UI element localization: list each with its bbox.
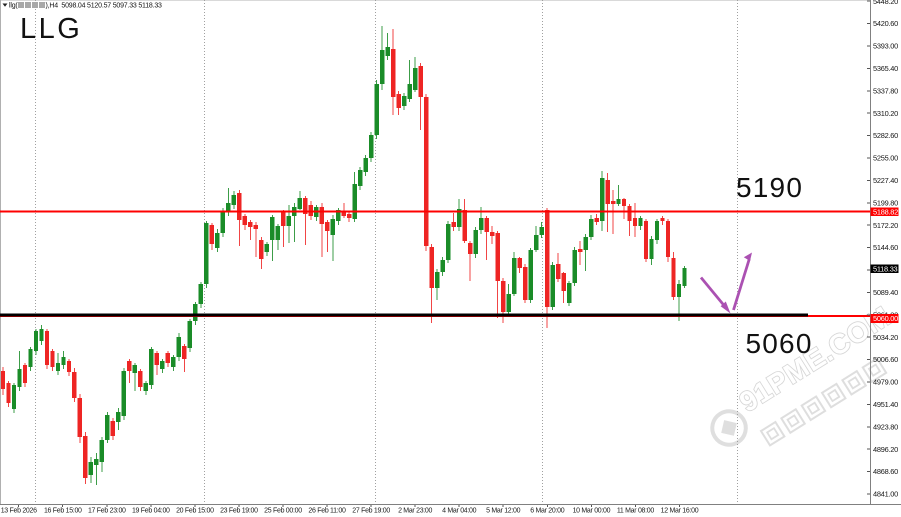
svg-text:5034.20: 5034.20: [873, 333, 898, 342]
svg-text:5089.40: 5089.40: [873, 288, 898, 297]
svg-text:5393.00: 5393.00: [873, 42, 898, 51]
svg-text:5006.60: 5006.60: [873, 355, 898, 364]
svg-text:4951.40: 4951.40: [873, 400, 898, 409]
svg-text:26 Feb 11:00: 26 Feb 11:00: [308, 507, 346, 514]
svg-text:19 Feb 04:00: 19 Feb 04:00: [132, 507, 170, 514]
svg-text:27 Feb 19:00: 27 Feb 19:00: [352, 507, 390, 514]
svg-text:5188.82: 5188.82: [873, 207, 898, 216]
svg-text:4923.80: 4923.80: [873, 422, 898, 431]
svg-text:5255.00: 5255.00: [873, 154, 898, 163]
svg-text:6 Mar 20:00: 6 Mar 20:00: [530, 507, 564, 514]
svg-text:4896.20: 4896.20: [873, 445, 898, 454]
svg-text:5337.80: 5337.80: [873, 86, 898, 95]
svg-text:2 Mar 23:00: 2 Mar 23:00: [398, 507, 432, 514]
svg-text:5 Mar 12:00: 5 Mar 12:00: [486, 507, 520, 514]
svg-text:16 Feb 15:00: 16 Feb 15:00: [44, 507, 82, 514]
svg-text:12 Mar 16:00: 12 Mar 16:00: [661, 507, 699, 514]
svg-text:11 Mar 08:00: 11 Mar 08:00: [617, 507, 655, 514]
svg-text:5199.80: 5199.80: [873, 198, 898, 207]
svg-text:5172.20: 5172.20: [873, 221, 898, 230]
svg-text:5227.40: 5227.40: [873, 176, 898, 185]
svg-text:17 Feb 23:00: 17 Feb 23:00: [88, 507, 126, 514]
svg-text:5448.20: 5448.20: [873, 0, 898, 6]
svg-text:25 Feb 00:00: 25 Feb 00:00: [264, 507, 302, 514]
svg-text:4841.00: 4841.00: [873, 490, 898, 499]
svg-text:5420.60: 5420.60: [873, 19, 898, 28]
svg-text:20 Feb 15:00: 20 Feb 15:00: [176, 507, 214, 514]
svg-text:5282.60: 5282.60: [873, 131, 898, 140]
svg-text:23 Feb 19:00: 23 Feb 19:00: [220, 507, 258, 514]
svg-text:4 Mar 04:00: 4 Mar 04:00: [442, 507, 476, 514]
svg-text:10 Mar 00:00: 10 Mar 00:00: [573, 507, 611, 514]
svg-text:4868.60: 4868.60: [873, 467, 898, 476]
svg-text:5118.33: 5118.33: [873, 264, 898, 273]
svg-text:5310.20: 5310.20: [873, 109, 898, 118]
svg-text:13 Feb 2026: 13 Feb 2026: [1, 507, 37, 514]
svg-text:4979.00: 4979.00: [873, 378, 898, 387]
svg-text:5060.00: 5060.00: [873, 314, 898, 323]
svg-text:5144.60: 5144.60: [873, 243, 898, 252]
svg-text:5365.40: 5365.40: [873, 64, 898, 73]
